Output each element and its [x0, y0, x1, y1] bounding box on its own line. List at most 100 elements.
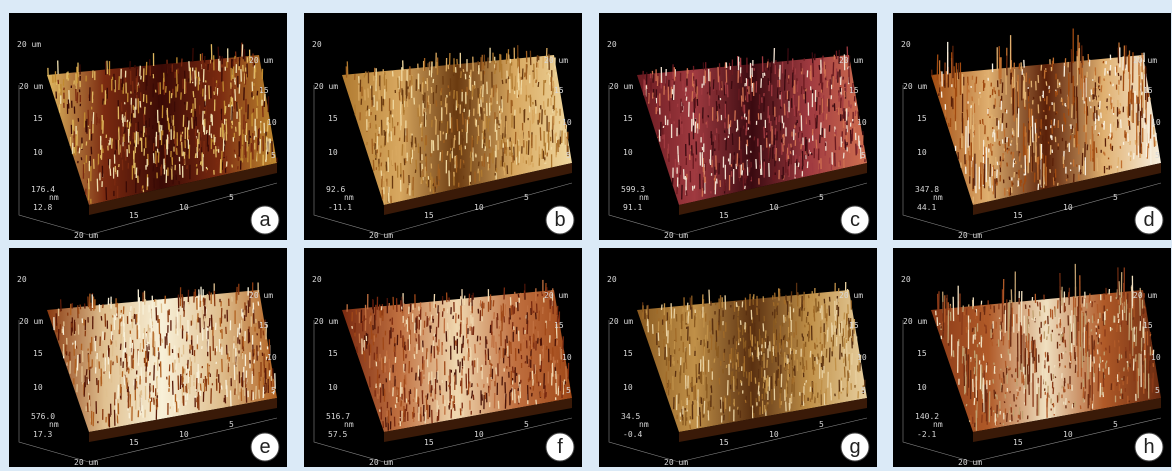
surface-spike [744, 105, 745, 114]
panel-letter: a [259, 209, 271, 231]
surface-spike [1070, 135, 1071, 139]
surface-spike [536, 400, 537, 405]
surface-spike [479, 104, 480, 117]
surface-spike [763, 383, 764, 388]
surface-spike [801, 144, 802, 150]
surface-spike [175, 404, 176, 412]
surface-spike [368, 88, 369, 97]
left-tick-label: 20 [607, 40, 617, 49]
panel-letter: f [557, 436, 563, 458]
surface-spike [795, 68, 796, 74]
surface-spike [238, 328, 239, 338]
surface-spike [1029, 78, 1030, 83]
bottom-tick-label: 5 [229, 193, 234, 202]
surface-spike [1118, 112, 1119, 115]
surface-spike [1043, 136, 1044, 141]
surface-spike [833, 76, 834, 87]
surface-spike [177, 148, 178, 155]
surface-spike [479, 162, 480, 167]
surface-spike [477, 383, 478, 387]
surface-spike [755, 336, 756, 343]
bottom-tick-label: 15 [129, 438, 139, 447]
surface-spike [389, 193, 390, 203]
surface-spike [84, 382, 85, 397]
right-tick-label: 20 um [544, 291, 568, 300]
surface-spike [105, 332, 106, 340]
surface-spike [206, 106, 207, 116]
surface-spike [245, 49, 246, 61]
surface-spike [514, 298, 515, 301]
left-tick-label: 10 [328, 383, 338, 392]
surface-spike [765, 405, 766, 412]
surface-spike [168, 118, 169, 130]
surface-spike [520, 384, 521, 398]
surface-spike [182, 59, 183, 67]
surface-spike [61, 299, 62, 311]
surface-spike [563, 141, 564, 146]
surface-spike [798, 163, 799, 168]
z-label: 92.6 [326, 185, 345, 194]
surface-spike [662, 305, 663, 311]
surface-spike [235, 89, 236, 101]
left-tick-label: 20 um [314, 82, 338, 91]
surface-spike [152, 73, 153, 77]
left-tick-label: 10 [623, 148, 633, 157]
surface-spike [234, 93, 235, 109]
surface-spike [179, 400, 180, 409]
surface-spike [816, 140, 817, 149]
surface-spike [144, 114, 145, 125]
surface-spike [129, 122, 130, 134]
z-label: nm [933, 193, 943, 202]
surface-spike [382, 120, 383, 136]
surface-spike [371, 316, 372, 322]
right-tick-label: 20 um [249, 56, 273, 65]
surface-spike [828, 82, 829, 86]
right-tick-label: 10 [562, 118, 572, 127]
surface-spike [435, 116, 436, 120]
surface-spike [153, 165, 154, 171]
surface-spike [1113, 84, 1114, 87]
surface-spike [1147, 146, 1148, 159]
surface-spike [370, 376, 371, 387]
surface-spike [462, 135, 463, 147]
bottom-tick-label: 10 [769, 203, 779, 212]
z-label: 91.1 [623, 203, 642, 212]
left-tick-label: 10 [328, 148, 338, 157]
surface-spike [686, 92, 687, 97]
z-label: nm [344, 193, 354, 202]
right-tick-label: 15 [259, 321, 269, 330]
surface-spike [997, 183, 998, 186]
surface-spike [137, 381, 138, 388]
surface-spike [158, 83, 159, 95]
surface-spike [441, 88, 442, 92]
surface-spike [783, 341, 784, 350]
bottom-tick-label: 20 um [369, 458, 393, 467]
surface-spike [381, 306, 382, 310]
surface-spike [1023, 133, 1024, 146]
surface-spike [819, 65, 820, 70]
surface-spike [759, 152, 760, 163]
surface-spike [775, 117, 776, 121]
right-tick-label: 10 [857, 118, 867, 127]
z-label: 44.1 [917, 203, 936, 212]
surface-spike [100, 351, 101, 362]
bottom-tick-label: 20 um [664, 231, 688, 240]
surface-spike [986, 83, 987, 89]
surface-spike [686, 312, 687, 323]
bottom-tick-label: 20 um [74, 458, 98, 467]
surface-spike [733, 348, 734, 364]
bottom-tick-label: 20 um [74, 231, 98, 240]
left-tick-label: 15 [328, 349, 338, 358]
surface-spike [139, 169, 140, 176]
surface-spike [1100, 101, 1101, 109]
surface-spike [518, 294, 519, 297]
surface-spike [1148, 120, 1149, 143]
surface-spike [422, 390, 423, 404]
surface-spike [113, 315, 114, 317]
surface-spike [258, 301, 259, 305]
surface-spike [121, 344, 122, 350]
surface-spike [742, 170, 743, 175]
afm-panel: 2020 um151092.6-11.1nm20 um1510520 um151… [304, 13, 582, 240]
surface-spike [784, 352, 785, 367]
surface-spike [106, 187, 107, 200]
